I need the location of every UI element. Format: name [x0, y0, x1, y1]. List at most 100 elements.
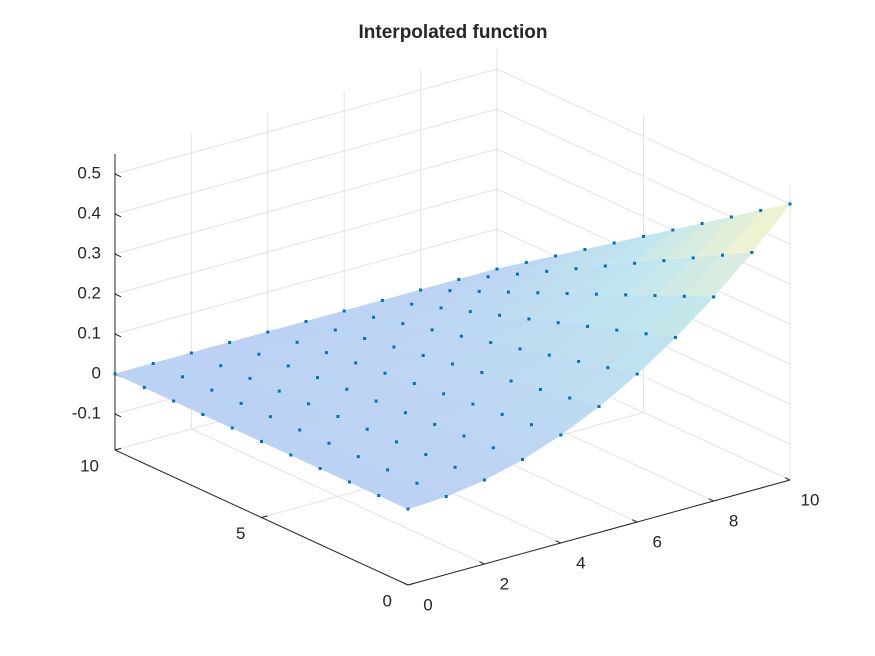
- data-point: [729, 215, 733, 219]
- z-tick-label: 0.4: [77, 203, 101, 222]
- data-point: [615, 328, 619, 332]
- y-tick: [407, 582, 415, 586]
- data-point: [635, 372, 639, 376]
- data-point: [527, 317, 531, 321]
- x-tick: [555, 540, 562, 544]
- data-point: [372, 315, 375, 319]
- data-point: [489, 341, 493, 344]
- data-point: [336, 415, 340, 418]
- data-point: [498, 313, 502, 317]
- grid-line: [114, 148, 498, 255]
- x-tick: [479, 561, 485, 565]
- data-point: [230, 426, 234, 430]
- data-point: [583, 248, 587, 251]
- x-tick-label: 10: [801, 490, 820, 509]
- data-point: [260, 440, 263, 443]
- data-point: [401, 322, 405, 326]
- data-point: [691, 256, 695, 260]
- data-point: [671, 228, 675, 232]
- data-point: [612, 241, 616, 245]
- y-tick: [114, 447, 122, 451]
- data-point: [430, 328, 434, 332]
- data-point: [486, 275, 490, 279]
- data-point: [333, 328, 337, 332]
- data-point: [457, 278, 461, 281]
- data-point: [356, 455, 360, 459]
- data-point: [700, 222, 704, 225]
- grid-line: [496, 68, 791, 205]
- data-point: [633, 261, 637, 265]
- data-point: [468, 310, 472, 314]
- data-point: [248, 376, 252, 380]
- z-tick-label: 0.2: [77, 283, 101, 302]
- z-tick: [114, 213, 122, 218]
- data-point: [403, 411, 407, 415]
- y-tick: [261, 515, 268, 518]
- y-tick-label: 5: [236, 524, 245, 543]
- data-point: [482, 478, 486, 482]
- data-point: [342, 309, 346, 313]
- data-point: [559, 433, 563, 437]
- data-point: [228, 341, 232, 344]
- data-point: [395, 440, 398, 444]
- data-point: [491, 446, 495, 450]
- data-point: [459, 334, 463, 338]
- data-point: [257, 352, 261, 356]
- grid-line: [114, 228, 498, 335]
- x-tick: [784, 477, 791, 481]
- data-point: [421, 354, 425, 357]
- data-point: [380, 299, 384, 302]
- data-point: [448, 289, 452, 293]
- data-point: [298, 428, 302, 432]
- data-point: [662, 259, 666, 263]
- data-point: [547, 353, 551, 357]
- data-point: [538, 388, 542, 391]
- data-point: [377, 494, 381, 497]
- data-point: [642, 235, 645, 238]
- data-point: [412, 382, 416, 385]
- x-tick: [708, 498, 714, 502]
- data-point: [383, 371, 387, 375]
- data-point: [345, 387, 349, 391]
- data-point: [304, 320, 308, 323]
- data-point: [750, 251, 754, 254]
- data-point: [277, 389, 281, 393]
- data-point: [201, 413, 205, 416]
- data-point: [759, 209, 763, 212]
- data-point: [653, 294, 657, 298]
- y-tick-label: 0: [383, 591, 392, 610]
- y-tick-label: 10: [80, 456, 99, 475]
- data-point: [577, 359, 581, 363]
- data-point: [451, 362, 454, 366]
- x-tick-label: 8: [729, 511, 738, 530]
- x-axis: [407, 479, 791, 586]
- data-point: [363, 337, 367, 340]
- data-point: [210, 388, 214, 392]
- data-point: [453, 465, 457, 469]
- x-tick: [402, 582, 409, 586]
- data-point: [442, 392, 446, 396]
- data-point: [471, 402, 475, 406]
- z-tick-label: 0: [92, 363, 101, 382]
- data-point: [172, 399, 176, 403]
- grid-line: [114, 188, 498, 295]
- data-point: [444, 495, 448, 498]
- grid-line: [114, 68, 498, 175]
- data-point: [142, 386, 146, 389]
- data-point: [565, 292, 569, 295]
- data-point: [181, 375, 184, 379]
- x-tick-label: 2: [500, 574, 509, 593]
- data-point: [477, 289, 481, 293]
- data-point: [307, 402, 311, 406]
- data-point: [415, 481, 419, 485]
- data-point: [530, 423, 533, 427]
- data-point: [347, 480, 351, 484]
- data-point: [606, 366, 610, 370]
- data-point: [509, 379, 513, 383]
- data-point: [515, 272, 519, 276]
- data-point: [424, 453, 428, 457]
- data-point: [597, 405, 601, 408]
- data-point: [151, 362, 155, 365]
- data-point: [788, 202, 792, 206]
